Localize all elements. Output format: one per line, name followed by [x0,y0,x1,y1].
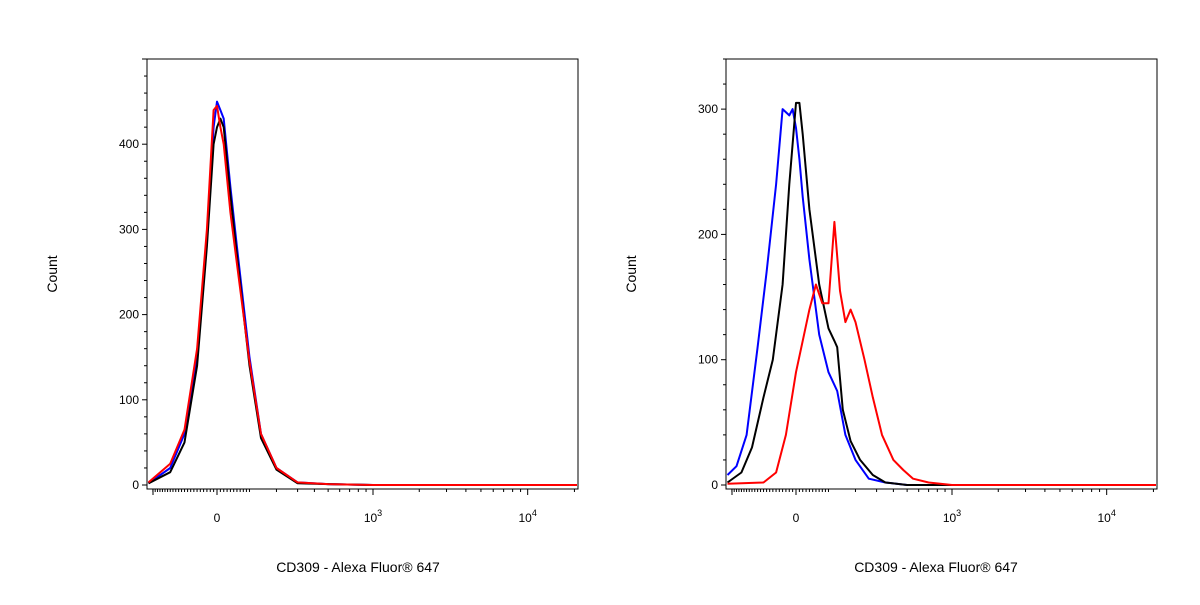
y-axis: 0 100 200 300 400 [119,58,147,492]
y-tick-label: 0 [132,478,139,492]
y-tick-label: 300 [698,102,718,116]
plot-frame [146,58,579,490]
x-tick-label: 0 [214,511,221,525]
y-tick-label: 200 [698,227,718,241]
y-tick-label: 300 [119,222,139,236]
y-tick-label: 400 [119,137,139,151]
y-axis: 0 100 200 300 [698,58,726,492]
x-axis-title: CD309 - Alexa Fluor® 647 [276,559,440,575]
y-tick-label: 100 [698,353,718,367]
series-lines [147,100,577,486]
left-histogram-panel: 0 100 200 300 400 0 103 104 Count CD309 - Alex… [44,58,579,575]
right-histogram-panel: 0 100 200 300 0 103 104 Count CD309 - Alexa F… [623,58,1158,575]
series-line-1 [726,101,1156,486]
y-tick-label: 0 [711,478,718,492]
series-line-2 [147,104,577,486]
x-tick-label: 0 [793,511,800,525]
x-tick-label: 104 [518,508,536,525]
series-lines [726,101,1156,486]
x-tick-label: 104 [1097,508,1115,525]
x-axis-title: CD309 - Alexa Fluor® 647 [854,559,1018,575]
x-tick-label: 103 [943,508,961,525]
series-line-0 [726,108,1156,486]
plot-frame [725,58,1158,490]
series-line-1 [148,117,577,486]
y-axis-title: Count [44,255,60,292]
x-tick-label: 103 [364,508,382,525]
x-axis: 0 103 104 [731,489,1154,525]
x-axis: 0 103 104 [152,489,575,525]
y-tick-label: 100 [119,393,139,407]
y-tick-label: 200 [119,308,139,322]
series-line-2 [727,220,1156,486]
y-axis-title: Count [623,255,639,292]
